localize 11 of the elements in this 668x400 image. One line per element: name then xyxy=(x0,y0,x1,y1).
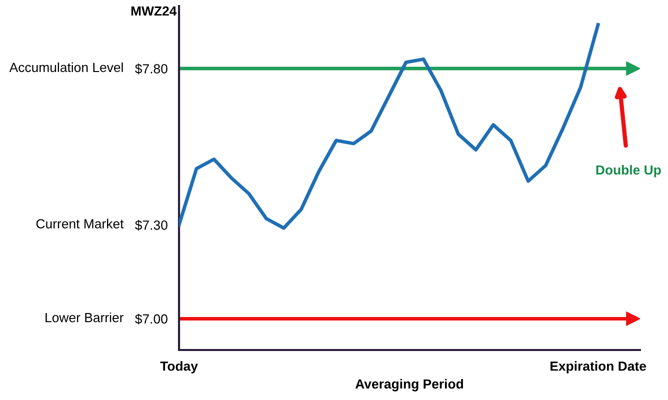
y-tick-label: $7.80 xyxy=(135,64,168,74)
x-tick-label: Today xyxy=(160,361,198,374)
text: Current Market xyxy=(36,218,124,228)
chart-title: MWZ24 xyxy=(131,6,177,16)
y-tick-label: $7.00 xyxy=(135,314,168,324)
y-tick-label: $7.30 xyxy=(135,220,168,231)
x-axis-title: Averaging Period xyxy=(355,378,463,392)
annotation: Double Up xyxy=(596,164,661,178)
x-tick-label: Expiration Date xyxy=(550,361,646,374)
text: Lower Barrier xyxy=(46,312,124,322)
text: Accumulation Level xyxy=(9,62,123,72)
